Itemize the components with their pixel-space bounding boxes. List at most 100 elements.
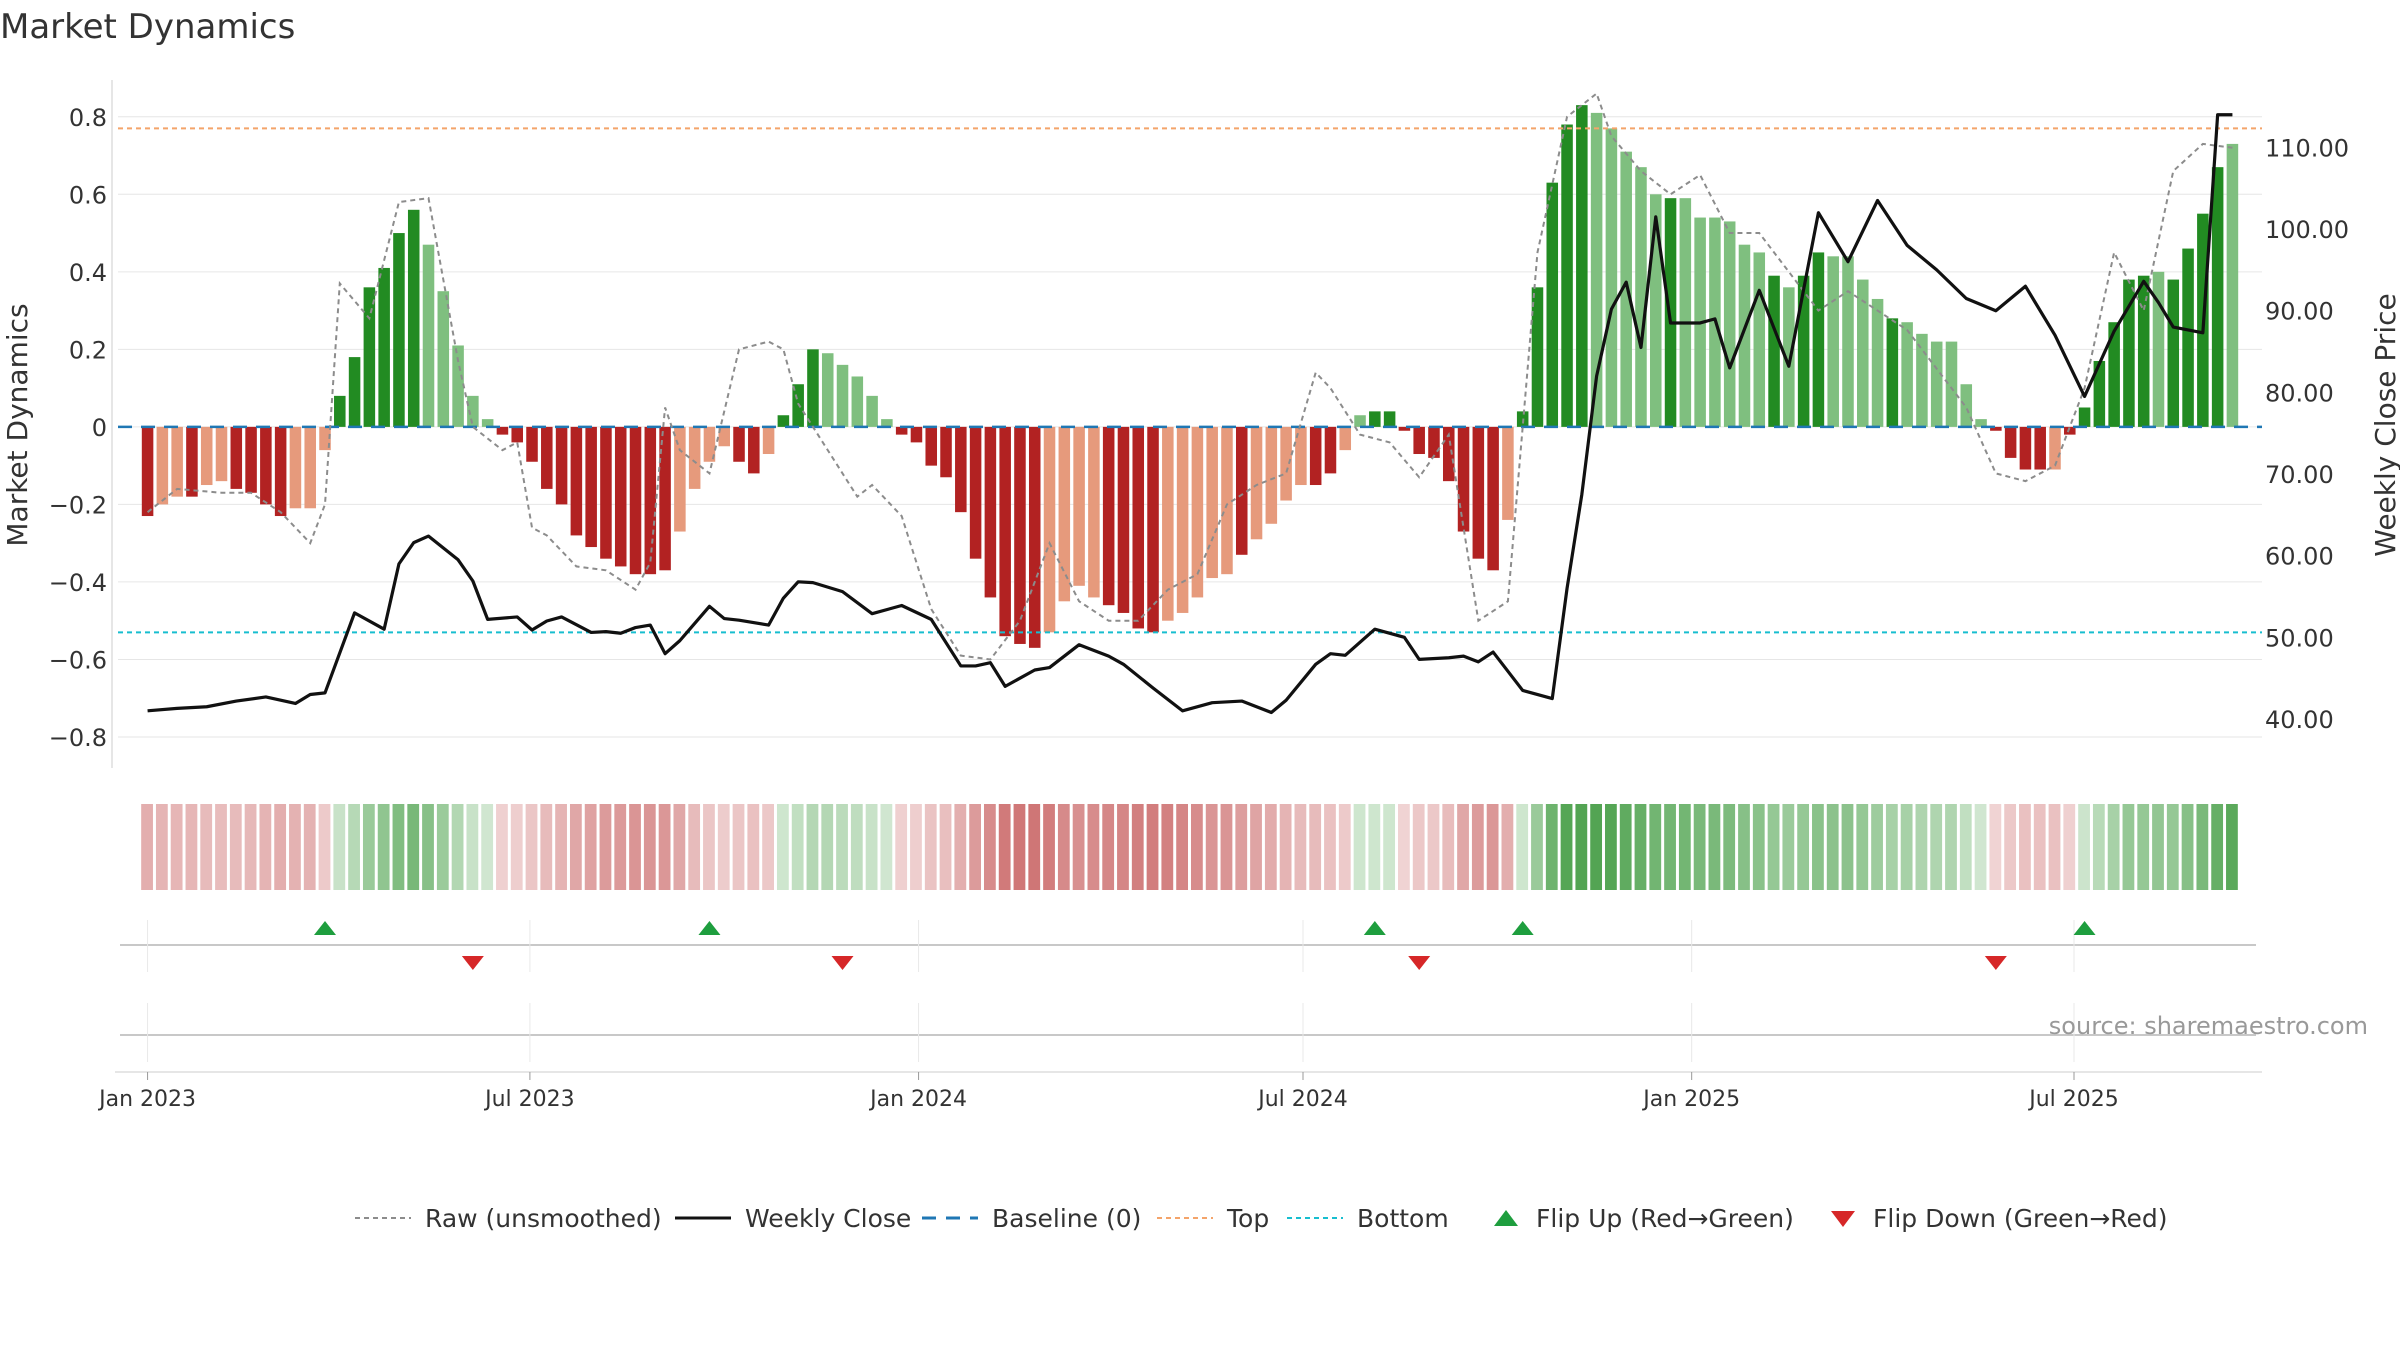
regime-cell xyxy=(954,804,967,890)
regime-cell xyxy=(703,804,715,890)
market-dynamics-bar xyxy=(1916,333,1928,427)
market-dynamics-bar xyxy=(1930,341,1943,427)
regime-cell xyxy=(806,804,819,890)
market-dynamics-bar xyxy=(1088,426,1100,598)
market-dynamics-bar xyxy=(2123,279,2135,427)
regime-cell xyxy=(466,804,479,890)
market-dynamics-bar xyxy=(2034,426,2046,470)
regime-cell xyxy=(1294,804,1307,890)
market-dynamics-bar xyxy=(526,426,538,462)
y2-tick-label: 40.00 xyxy=(2265,706,2334,734)
regime-cell xyxy=(1693,804,1706,890)
market-dynamics-bar xyxy=(1812,252,1825,427)
market-dynamics-bar xyxy=(940,426,952,478)
regime-cell xyxy=(998,804,1011,890)
regime-cell xyxy=(155,804,168,890)
regime-cell xyxy=(2019,804,2031,890)
regime-cell xyxy=(436,804,449,890)
x-tick-label: Jan 2023 xyxy=(97,1087,196,1112)
market-dynamics-bar xyxy=(481,419,494,427)
regime-cell xyxy=(629,804,641,890)
regime-cell xyxy=(348,804,360,890)
regime-cell xyxy=(1974,804,1987,890)
market-dynamics-bar xyxy=(1265,426,1278,524)
flip-up-marker xyxy=(2073,921,2096,935)
regime-cell xyxy=(1678,804,1691,890)
market-dynamics-bar xyxy=(1960,384,1973,427)
market-dynamics-bar xyxy=(1117,426,1130,613)
market-dynamics-bar xyxy=(703,426,716,462)
legend-label: Flip Up (Red→Green) xyxy=(1536,1204,1794,1233)
regime-cell xyxy=(555,804,567,890)
legend-label: Bottom xyxy=(1357,1204,1449,1233)
market-dynamics-bar xyxy=(200,426,213,486)
market-dynamics-bar xyxy=(2004,426,2017,458)
regime-cell xyxy=(1205,804,1218,890)
regime-cell xyxy=(1102,804,1115,890)
regime-cell xyxy=(1457,804,1469,890)
y2-tick-label: 70.00 xyxy=(2265,461,2334,489)
market-dynamics-bar xyxy=(1058,426,1071,602)
market-dynamics-bar xyxy=(1901,322,1913,427)
regime-cell xyxy=(1309,804,1322,890)
y2-tick-label: 110.00 xyxy=(2265,134,2349,162)
regime-cell xyxy=(1812,804,1824,890)
market-dynamics-bar xyxy=(969,426,982,559)
regime-cell xyxy=(2048,804,2061,890)
market-dynamics-bar xyxy=(186,426,198,497)
regime-cell xyxy=(540,804,553,890)
market-dynamics-bar xyxy=(1590,112,1603,427)
market-dynamics-bar xyxy=(1221,426,1233,575)
regime-cell xyxy=(776,804,789,890)
market-dynamics-bar xyxy=(422,244,435,427)
market-dynamics-bar xyxy=(1428,426,1440,458)
regime-cell xyxy=(259,804,272,890)
regime-cell xyxy=(1072,804,1085,890)
market-dynamics-bar xyxy=(674,426,686,532)
regime-cell xyxy=(2078,804,2090,890)
regime-cell xyxy=(2063,804,2076,890)
market-dynamics-bar xyxy=(733,426,745,462)
legend-swatch xyxy=(1831,1211,1855,1227)
regime-cell xyxy=(732,804,745,890)
regime-cell xyxy=(2196,804,2209,890)
regime-cell xyxy=(1841,804,1854,890)
regime-cell xyxy=(185,804,198,890)
regime-cell xyxy=(1250,804,1262,890)
regime-cell xyxy=(1989,804,2002,890)
regime-cell xyxy=(362,804,375,890)
regime-cell xyxy=(1501,804,1514,890)
market-dynamics-bar xyxy=(807,349,819,427)
x-tick-label: Jul 2025 xyxy=(2027,1087,2119,1112)
market-dynamics-bar xyxy=(1369,411,1381,427)
line-layer xyxy=(146,91,2233,715)
regime-cell xyxy=(1590,804,1603,890)
market-dynamics-bar xyxy=(910,426,923,443)
market-dynamics-bar xyxy=(762,426,775,455)
market-dynamics-bar xyxy=(2182,248,2194,427)
market-dynamics-bar xyxy=(1295,426,1307,486)
regime-cell xyxy=(1797,804,1810,890)
regime-cell xyxy=(2004,804,2017,890)
market-dynamics-bar xyxy=(1398,426,1411,431)
market-dynamics-bar xyxy=(452,345,464,427)
market-dynamics-bar xyxy=(1768,275,1780,427)
market-dynamics-bar xyxy=(1280,426,1292,501)
regime-cell xyxy=(1959,804,1972,890)
market-dynamics-bar xyxy=(614,426,627,567)
market-dynamics-bar xyxy=(881,419,893,427)
regime-cell xyxy=(2122,804,2135,890)
regime-cell xyxy=(1531,804,1543,890)
market-dynamics-bar xyxy=(644,426,657,575)
regime-cell xyxy=(1442,804,1455,890)
flip-down-marker xyxy=(1408,956,1431,970)
source-note: source: sharemaestro.com xyxy=(2049,1012,2368,1040)
regime-cell xyxy=(318,804,331,890)
market-dynamics-bar xyxy=(600,426,612,559)
regime-cell xyxy=(658,804,671,890)
regime-cell xyxy=(392,804,405,890)
market-dynamics-bar xyxy=(585,426,597,548)
regime-cell xyxy=(215,804,227,890)
market-dynamics-bar xyxy=(407,209,420,427)
